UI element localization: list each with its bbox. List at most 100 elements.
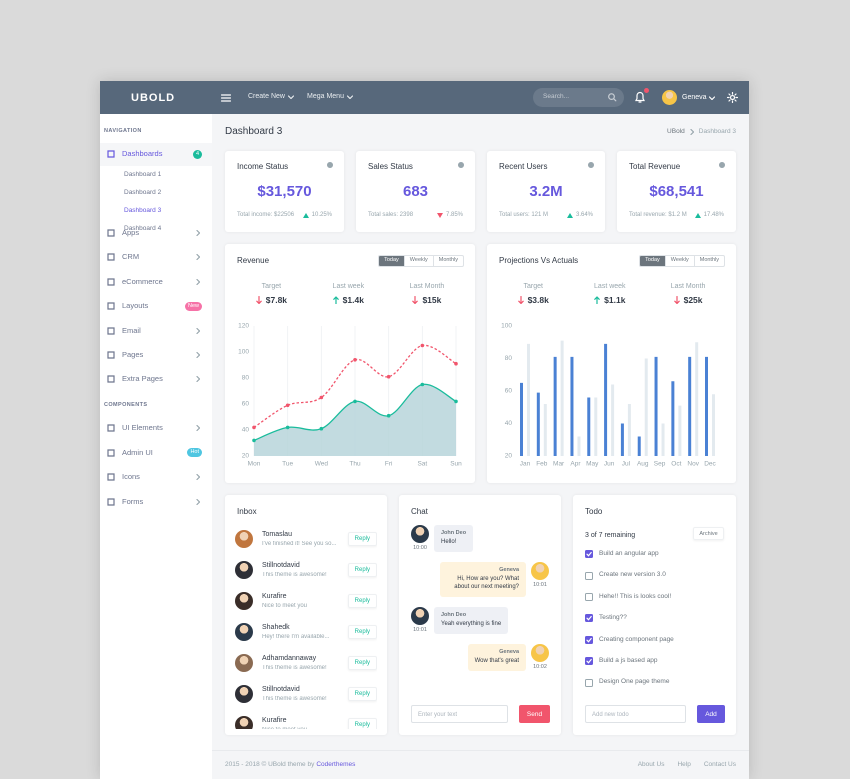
sidebar-badge: New — [184, 301, 202, 311]
user-name[interactable]: Geneva — [682, 94, 707, 101]
todo-item: Build an angular app — [585, 550, 730, 559]
breadcrumb-item[interactable]: UBold — [667, 128, 685, 135]
sidebar-item[interactable]: Dashboards — [122, 149, 163, 158]
sidebar-item[interactable]: Extra Pages — [122, 374, 163, 384]
todo-input[interactable]: Add new todo — [585, 705, 686, 723]
reply-button[interactable]: Reply — [347, 594, 377, 608]
trend-arrow-shape — [594, 296, 600, 305]
search-box[interactable]: Search... — [533, 88, 624, 107]
reply-button[interactable]: Reply — [347, 656, 377, 670]
summary-value-text: $7.8k — [265, 295, 288, 305]
page-title: Dashboard 3 — [225, 126, 283, 137]
sidebar-item[interactable]: Apps — [122, 228, 140, 237]
chart-tab[interactable]: Today — [379, 256, 404, 266]
chart-tab[interactable]: Today — [640, 256, 665, 266]
top-menu[interactable]: Mega Menu — [307, 93, 353, 100]
copyright-brand[interactable]: Coderthemes — [316, 761, 356, 768]
user-avatar[interactable] — [662, 90, 677, 105]
send-button[interactable]: Send — [519, 705, 550, 723]
trend-arrow — [255, 296, 262, 305]
todo-checkbox[interactable] — [585, 571, 593, 580]
stat-title: Total Revenue — [629, 162, 681, 171]
sidebar-item[interactable]: UI Elements — [122, 423, 163, 433]
todo-checkbox[interactable] — [585, 550, 593, 559]
checkmark — [586, 616, 592, 621]
summary-item: Target $7.8k — [255, 283, 288, 305]
todo-checkbox[interactable] — [585, 678, 593, 687]
chart-tab[interactable]: Monthly — [432, 256, 463, 266]
sidebar-chevron — [196, 254, 200, 261]
checkmark-shape — [586, 637, 592, 643]
reply-button[interactable]: Reply — [347, 532, 377, 546]
reply-button[interactable]: Reply — [347, 625, 377, 639]
sidebar-item[interactable]: Pages — [122, 350, 144, 359]
todo-text: Creating component page — [599, 635, 674, 643]
chat-input[interactable]: Enter your text — [411, 705, 508, 723]
sidebar-icon — [107, 351, 115, 359]
chat-card: Chat 10:00 John Deo Hello! 10:01 Geneva Hi, Ho… — [399, 495, 561, 735]
sidebar-item[interactable]: CRM — [122, 252, 140, 262]
avatar — [235, 716, 253, 729]
sidebar-icon-shape — [107, 351, 115, 359]
archive-button[interactable]: Archive — [693, 527, 724, 540]
menu-toggle — [221, 94, 231, 102]
inbox-card: Inbox Tomaslau I've finished it! See you s… — [225, 495, 387, 735]
chart-tab[interactable]: Weekly — [664, 256, 694, 266]
todo-item: Build a js based app — [585, 657, 730, 666]
chevron-down — [346, 94, 353, 99]
chart-tab[interactable]: Weekly — [403, 256, 433, 266]
sidebar-chevron-shape — [196, 278, 200, 285]
chart-title: Projections Vs Actuals — [499, 256, 579, 265]
top-menu-label: Create New — [248, 93, 285, 100]
footer-link[interactable]: Help — [677, 761, 691, 768]
sidebar-icon — [107, 253, 115, 261]
sidebar-item[interactable]: Forms — [122, 496, 144, 506]
reply-button[interactable]: Reply — [347, 563, 377, 577]
trend-arrow-shape — [255, 296, 262, 305]
sidebar-item[interactable]: Admin UI — [122, 447, 153, 457]
todo-checkbox[interactable] — [585, 592, 593, 601]
add-button[interactable]: Add — [697, 705, 725, 723]
chart-card: Revenue Today Weekly Monthly Target $7.8k Last… — [225, 244, 475, 483]
sidebar-item[interactable]: Layouts — [122, 301, 149, 311]
chat-time: 10:02 — [533, 663, 547, 670]
reply-button[interactable]: Reply — [347, 687, 377, 701]
top-menu[interactable]: Create New — [248, 93, 294, 100]
chevron-down — [287, 94, 294, 99]
sidebar-subitem[interactable]: Dashboard 4 — [124, 224, 162, 232]
summary-item: Target $3.8k — [517, 283, 549, 305]
footer-link[interactable]: About Us — [637, 761, 665, 768]
sidebar-icon-shape — [107, 229, 115, 237]
chat-message: 10:01 John Deo Yeah everything is fine — [411, 606, 549, 634]
logo: UBOLD — [131, 92, 176, 104]
todo-item: Design One page theme — [585, 678, 730, 687]
sidebar-subitem[interactable]: Dashboard 1 — [124, 170, 162, 178]
sidebar-item[interactable]: eCommerce — [122, 276, 163, 286]
todo-checkbox[interactable] — [585, 635, 593, 644]
todo-checkbox[interactable] — [585, 657, 593, 666]
info-icon-shape — [458, 162, 464, 168]
sidebar-icon — [107, 424, 115, 432]
inbox-message: Nice to meet you — [262, 727, 348, 729]
todo-checkbox[interactable] — [585, 614, 593, 623]
inbox-text: Adhamdannaway This theme is awesome! — [262, 655, 348, 671]
chart-tabs: Today Weekly Monthly — [639, 255, 725, 267]
sidebar-chevron-shape — [196, 230, 200, 236]
sidebar-icon — [107, 302, 115, 310]
footer-link[interactable]: Contact Us — [703, 761, 736, 768]
sidebar-item[interactable]: Icons — [122, 472, 140, 482]
sidebar-subitem[interactable]: Dashboard 3 — [124, 206, 162, 214]
inbox-text: Shahedk Hey! there I'm available... — [262, 624, 348, 640]
sidebar-subitem[interactable]: Dashboard 2 — [124, 188, 162, 196]
stat-title: Sales Status — [368, 162, 413, 171]
sidebar-chevron-shape — [196, 425, 200, 432]
stat-change: 17.48% — [694, 212, 724, 218]
chart-tab[interactable]: Monthly — [693, 256, 724, 266]
sidebar-item[interactable]: Email — [122, 325, 141, 335]
stat-change-value: 17.48% — [703, 212, 724, 218]
summary-item: Last Month $25k — [671, 283, 705, 305]
settings-icon — [727, 92, 738, 103]
trend-triangle-shape — [436, 212, 443, 218]
reply-button[interactable]: Reply — [347, 718, 377, 729]
